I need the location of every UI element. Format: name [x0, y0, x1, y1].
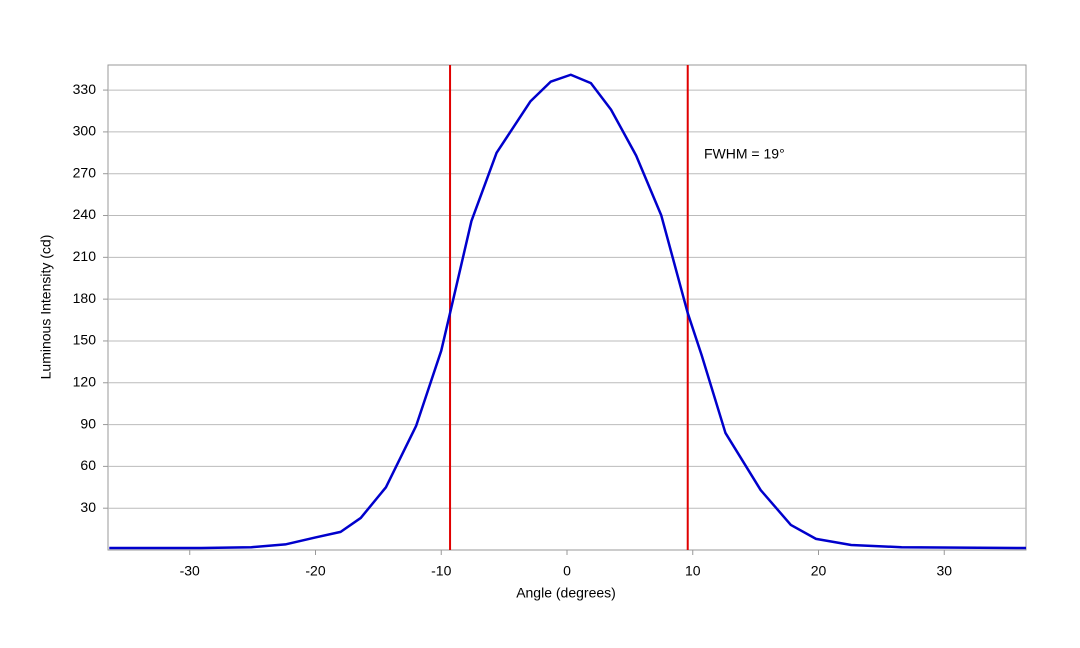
- x-tick-label: -20: [305, 563, 325, 579]
- y-tick-label: 60: [80, 457, 96, 473]
- x-tick-label: 0: [563, 563, 571, 579]
- annotation: FWHM = 19°: [704, 146, 785, 162]
- intensity-curve: [109, 73, 1027, 550]
- x-tick-label: 30: [936, 563, 952, 579]
- y-tick-label: 150: [73, 332, 97, 348]
- x-tick-label: -10: [431, 563, 451, 579]
- x-axis-label: Angle (degrees): [516, 585, 616, 601]
- y-tick-label: 270: [73, 164, 97, 180]
- y-tick-label: 240: [73, 206, 97, 222]
- y-tick-label: 330: [73, 81, 97, 97]
- plot-area: [107, 64, 1027, 551]
- y-tick-label: 180: [73, 290, 97, 306]
- y-tick-label: 30: [80, 499, 96, 515]
- y-tick-label: 120: [73, 373, 97, 389]
- y-axis-label: Luminous Intensity (cd): [38, 235, 54, 380]
- y-tick-label: 210: [73, 248, 97, 264]
- x-tick-label: -30: [180, 563, 200, 579]
- x-tick-label: 20: [811, 563, 827, 579]
- x-tick-label: 10: [685, 563, 701, 579]
- y-tick-label: 300: [73, 123, 97, 139]
- y-tick-label: 90: [80, 415, 96, 431]
